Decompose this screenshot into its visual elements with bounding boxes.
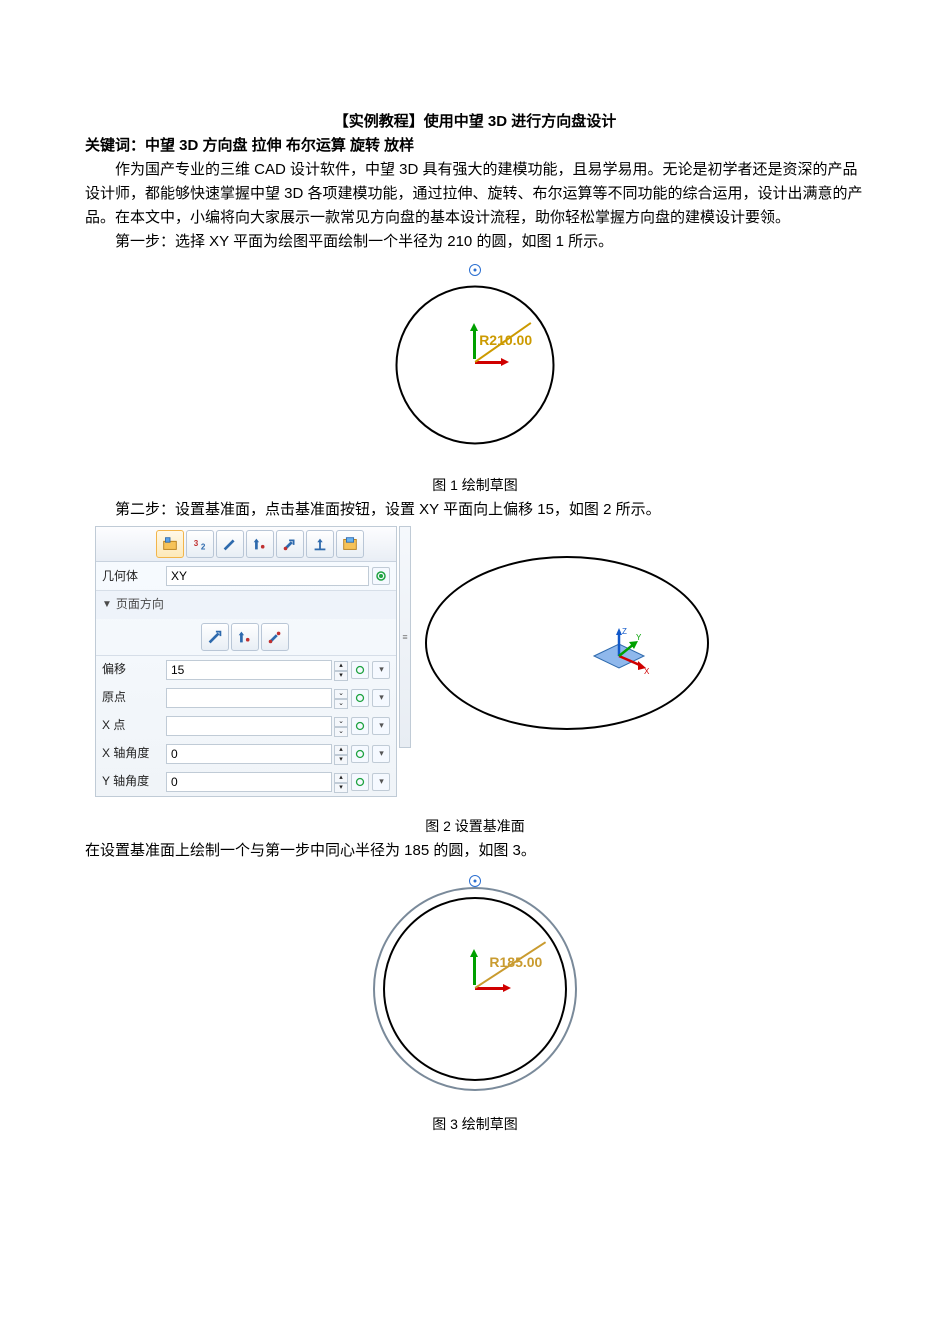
toolbar-mode-6[interactable] <box>336 530 364 558</box>
offset-dropdown-icon[interactable] <box>372 661 390 679</box>
input-xpoint[interactable] <box>166 716 332 736</box>
sketch1-canvas: R210.00 <box>370 260 580 470</box>
svg-text:X: X <box>644 667 650 676</box>
label-xpoint: X 点 <box>102 716 166 735</box>
axis-y-icon <box>473 329 476 359</box>
row-yangle: Y 轴角度 ▴▾ <box>96 768 396 796</box>
xangle-dropdown-icon[interactable] <box>372 745 390 763</box>
svg-text:2: 2 <box>201 543 206 552</box>
row-geometry: 几何体 <box>96 562 396 590</box>
para-after-fig2: 在设置基准面上绘制一个与第一步中同心半径为 185 的圆，如图 3。 <box>85 839 865 863</box>
intro-paragraph: 作为国产专业的三维 CAD 设计软件，中望 3D 具有强大的建模功能，且易学易用… <box>85 158 865 230</box>
sketch3-canvas: R185.00 <box>355 869 595 1109</box>
row-xangle: X 轴角度 ▴▾ <box>96 740 396 768</box>
xpoint-chevron[interactable]: ⌄⌄ <box>334 717 348 735</box>
label-xangle: X 轴角度 <box>102 744 166 763</box>
offset-pick-icon[interactable] <box>351 661 369 679</box>
svg-text:Y: Y <box>636 633 642 642</box>
document-page: 【实例教程】使用中望 3D 进行方向盘设计 关键词：中望 3D 方向盘 拉伸 布… <box>0 0 950 1197</box>
section-label: 页面方向 <box>116 595 164 614</box>
toolbar-plane-button[interactable] <box>156 530 184 558</box>
orientation-gizmo-icon: Z Y X <box>584 626 654 689</box>
input-xangle[interactable] <box>166 744 332 764</box>
radius-label: R185.00 <box>489 951 542 973</box>
figure2-caption: 图 2 设置基准面 <box>85 815 865 837</box>
keywords-line: 关键词：中望 3D 方向盘 拉伸 布尔运算 旋转 放样 <box>85 134 865 158</box>
axis-y-icon <box>473 955 476 985</box>
svg-text:Z: Z <box>622 627 627 636</box>
yangle-dropdown-icon[interactable] <box>372 773 390 791</box>
section-orientation[interactable]: ▼ 页面方向 <box>96 590 396 618</box>
xpoint-dropdown-icon[interactable] <box>372 717 390 735</box>
figure1-caption: 图 1 绘制草图 <box>85 474 865 496</box>
figure3-caption: 图 3 绘制草图 <box>85 1113 865 1135</box>
label-offset: 偏移 <box>102 660 166 679</box>
sketch1-circle <box>396 286 555 445</box>
radius-label: R210.00 <box>479 329 532 351</box>
toolbar-mode-2[interactable] <box>216 530 244 558</box>
orient-btn-2[interactable] <box>231 623 259 651</box>
toolbar-mode-5[interactable] <box>306 530 334 558</box>
datum-plane-panel: 32 几何体 <box>95 526 397 796</box>
yangle-pick-icon[interactable] <box>351 773 369 791</box>
snap-target-icon <box>469 875 481 887</box>
label-geometry: 几何体 <box>102 567 166 586</box>
collapse-triangle-icon: ▼ <box>102 597 112 613</box>
page-title: 【实例教程】使用中望 3D 进行方向盘设计 <box>85 110 865 134</box>
axis-x-icon <box>475 987 505 990</box>
xangle-spinner[interactable]: ▴▾ <box>334 745 348 763</box>
origin-pick-icon[interactable] <box>351 689 369 707</box>
toolbar-mode-4[interactable] <box>276 530 304 558</box>
label-yangle: Y 轴角度 <box>102 772 166 791</box>
input-offset[interactable] <box>166 660 332 680</box>
figure-3: R185.00 <box>85 869 865 1109</box>
xpoint-pick-icon[interactable] <box>351 717 369 735</box>
origin-dropdown-icon[interactable] <box>372 689 390 707</box>
yangle-spinner[interactable]: ▴▾ <box>334 773 348 791</box>
preview-ellipse: Z Y X <box>425 556 709 730</box>
step2-text: 第二步：设置基准面，点击基准面按钮，设置 XY 平面向上偏移 15，如图 2 所… <box>85 498 865 522</box>
row-orientation-icons <box>96 619 396 655</box>
xangle-pick-icon[interactable] <box>351 745 369 763</box>
svg-text:3: 3 <box>194 539 199 548</box>
row-offset: 偏移 ▴▾ <box>96 655 396 684</box>
figure-1: R210.00 <box>85 260 865 470</box>
panel-toolbar: 32 <box>96 527 396 562</box>
row-origin: 原点 ⌄⌄ <box>96 684 396 712</box>
panel-collapse-handle[interactable]: ≡ <box>399 526 411 748</box>
preview-viewport: Z Y X <box>425 556 709 730</box>
offset-spinner[interactable]: ▴▾ <box>334 661 348 679</box>
orient-btn-1[interactable] <box>201 623 229 651</box>
snap-target-icon <box>469 264 481 276</box>
orient-btn-3[interactable] <box>261 623 289 651</box>
axis-x-icon <box>475 361 503 364</box>
input-yangle[interactable] <box>166 772 332 792</box>
origin-chevron[interactable]: ⌄⌄ <box>334 689 348 707</box>
toolbar-mode-1[interactable]: 32 <box>186 530 214 558</box>
pick-icon[interactable] <box>372 567 390 585</box>
step1-text: 第一步：选择 XY 平面为绘图平面绘制一个半径为 210 的圆，如图 1 所示。 <box>85 230 865 254</box>
input-geometry[interactable] <box>166 566 369 586</box>
label-origin: 原点 <box>102 688 166 707</box>
toolbar-mode-3[interactable] <box>246 530 274 558</box>
input-origin[interactable] <box>166 688 332 708</box>
row-xpoint: X 点 ⌄⌄ <box>96 712 396 740</box>
figure-2: 32 几何体 <box>95 526 735 796</box>
